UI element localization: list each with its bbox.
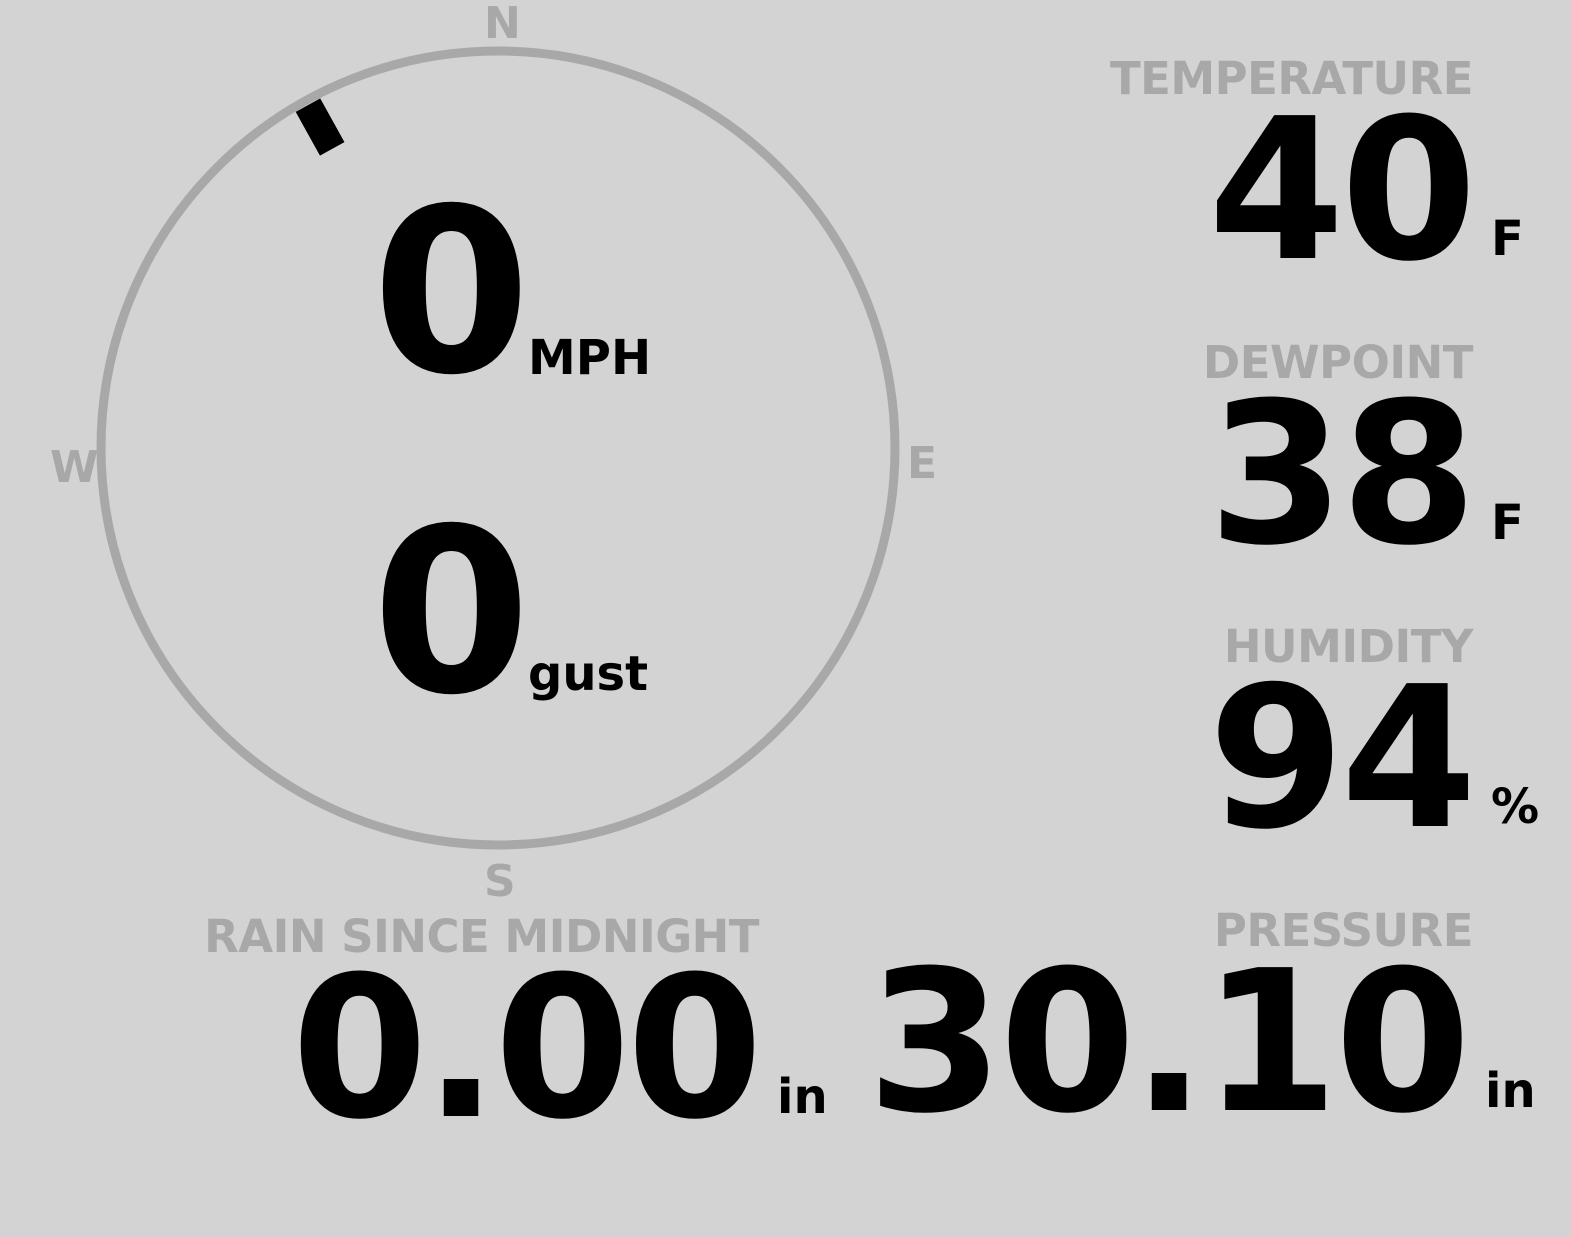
humidity-unit: % xyxy=(1491,779,1540,835)
temperature-unit: F xyxy=(1491,211,1524,267)
rain-label: RAIN SINCE MIDNIGHT xyxy=(204,910,759,963)
rain-card: RAIN SINCE MIDNIGHT 0.00 in xyxy=(204,910,828,1163)
dewpoint-value: 38 xyxy=(1208,361,1477,589)
pressure-card: PRESSURE 30.10 in xyxy=(867,904,1536,1157)
compass-ring xyxy=(96,46,900,850)
dewpoint-label: DEWPOINT xyxy=(1202,336,1474,389)
temperature-label: TEMPERATURE xyxy=(1109,52,1474,105)
compass-east: E xyxy=(907,438,938,489)
rain-value: 0.00 xyxy=(291,935,763,1163)
pressure-value: 30.10 xyxy=(867,929,1471,1157)
humidity-label: HUMIDITY xyxy=(1223,620,1474,673)
compass-west: W xyxy=(50,442,99,493)
dewpoint-card: DEWPOINT 38 F xyxy=(1202,336,1524,589)
humidity-value: 94 xyxy=(1208,645,1477,873)
pressure-label: PRESSURE xyxy=(1213,904,1474,957)
dewpoint-unit: F xyxy=(1491,495,1524,551)
humidity-card: HUMIDITY 94 % xyxy=(1208,620,1539,873)
wind-gust-unit: gust xyxy=(528,646,649,702)
wind-direction-needle xyxy=(295,98,345,156)
wind-speed-unit: MPH xyxy=(528,330,652,386)
temperature-card: TEMPERATURE 40 F xyxy=(1109,52,1524,305)
wind-compass xyxy=(96,46,900,850)
wind-gust-value: 0 xyxy=(372,479,531,745)
compass-north: N xyxy=(484,0,521,49)
wind-speed-value: 0 xyxy=(372,159,531,425)
rain-unit: in xyxy=(777,1069,828,1125)
compass-south: S xyxy=(484,856,516,907)
pressure-unit: in xyxy=(1485,1063,1536,1119)
temperature-value: 40 xyxy=(1208,77,1477,305)
